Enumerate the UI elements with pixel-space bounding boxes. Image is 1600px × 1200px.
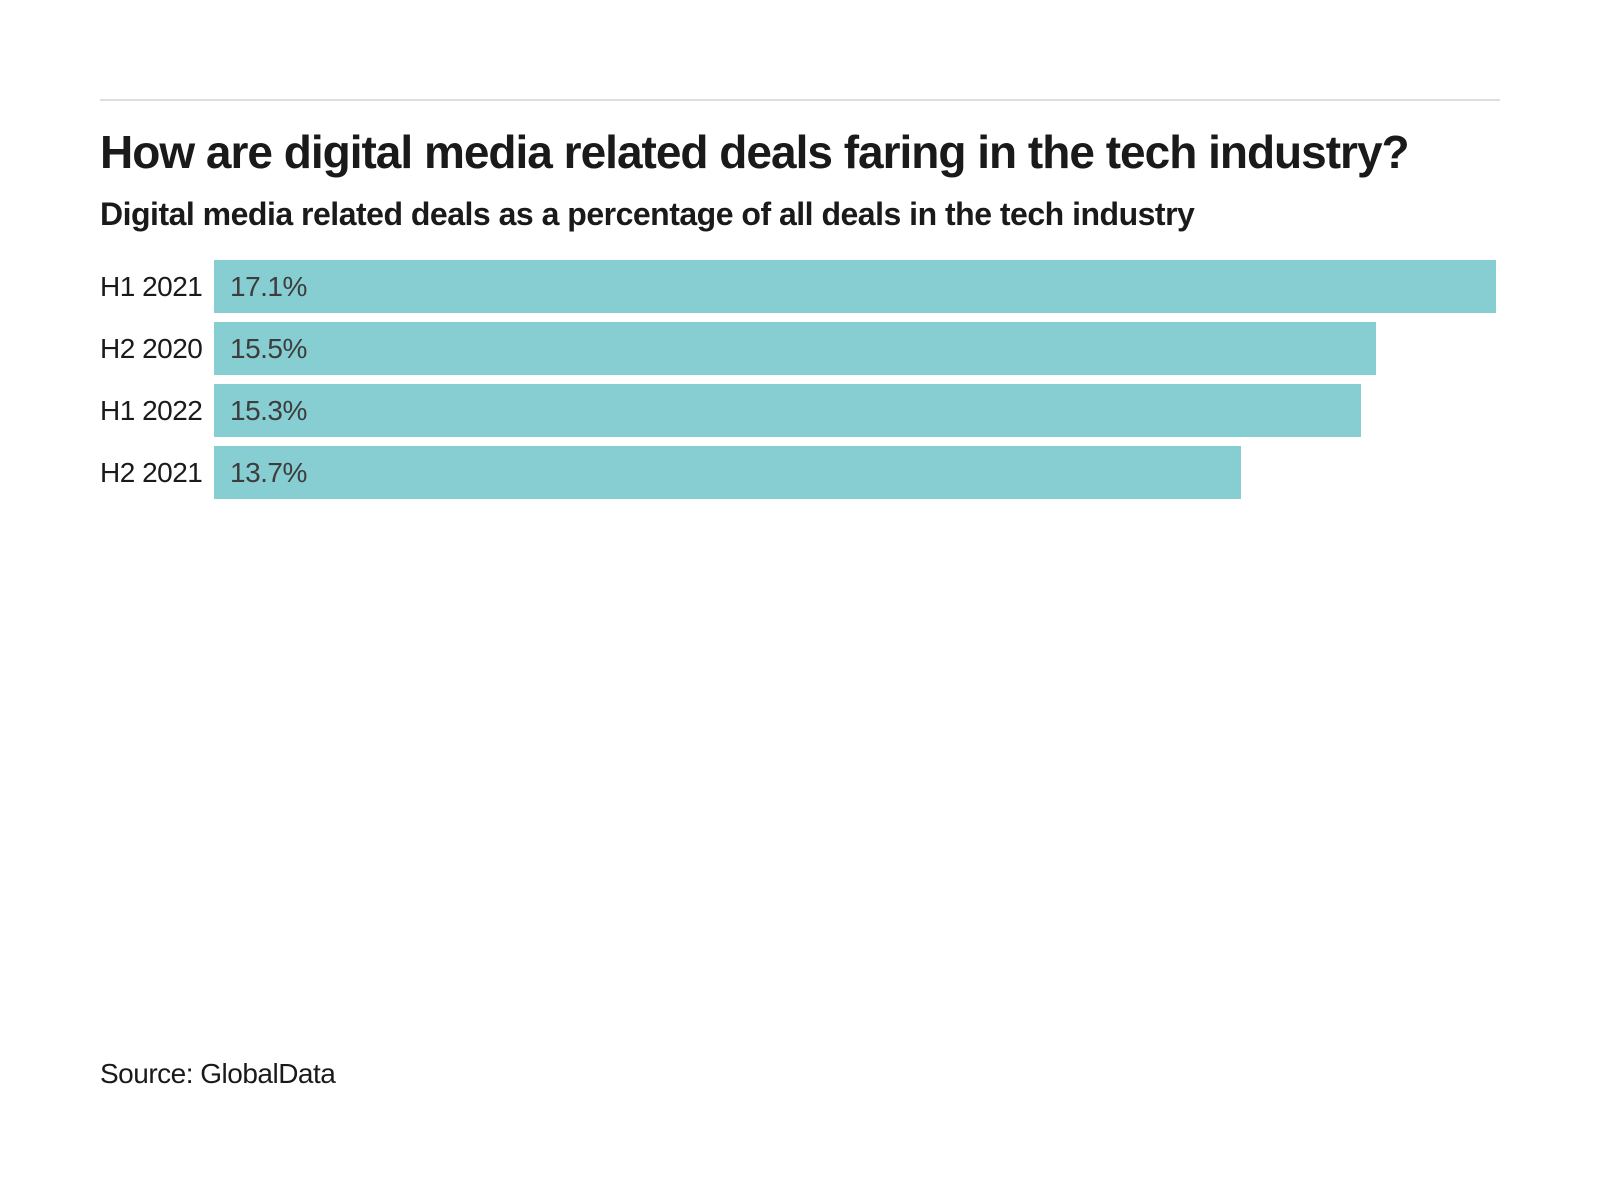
value-label: 17.1%: [230, 270, 307, 302]
bar: 15.5%: [214, 322, 1377, 376]
category-label: H2 2020: [100, 332, 203, 364]
value-label: 13.7%: [230, 456, 307, 488]
chart-subtitle: Digital media related deals as a percent…: [100, 196, 1195, 233]
source-attribution: Source: GlobalData: [100, 1058, 336, 1089]
bar-track: 15.3%: [214, 384, 1500, 438]
top-divider: [100, 99, 1500, 101]
bar-row: H2 2021 13.7%: [100, 446, 1500, 500]
bar-row: H1 2021 17.1%: [100, 260, 1500, 314]
bar: 13.7%: [214, 446, 1242, 500]
bar-chart: H1 2021 17.1% H2 2020 15.5% H1 2022 15.3…: [100, 260, 1500, 500]
bar-track: 15.5%: [214, 322, 1500, 376]
bar: 15.3%: [214, 384, 1362, 438]
value-label: 15.3%: [230, 394, 307, 426]
category-label: H1 2022: [100, 394, 203, 426]
category-label: H2 2021: [100, 456, 203, 488]
value-label: 15.5%: [230, 332, 307, 364]
category-label: H1 2021: [100, 270, 203, 302]
bar-row: H2 2020 15.5%: [100, 322, 1500, 376]
bar-track: 13.7%: [214, 446, 1500, 500]
page-title: How are digital media related deals fari…: [100, 126, 1410, 178]
bar: 17.1%: [214, 260, 1497, 314]
bar-track: 17.1%: [214, 260, 1500, 314]
bar-row: H1 2022 15.3%: [100, 384, 1500, 438]
